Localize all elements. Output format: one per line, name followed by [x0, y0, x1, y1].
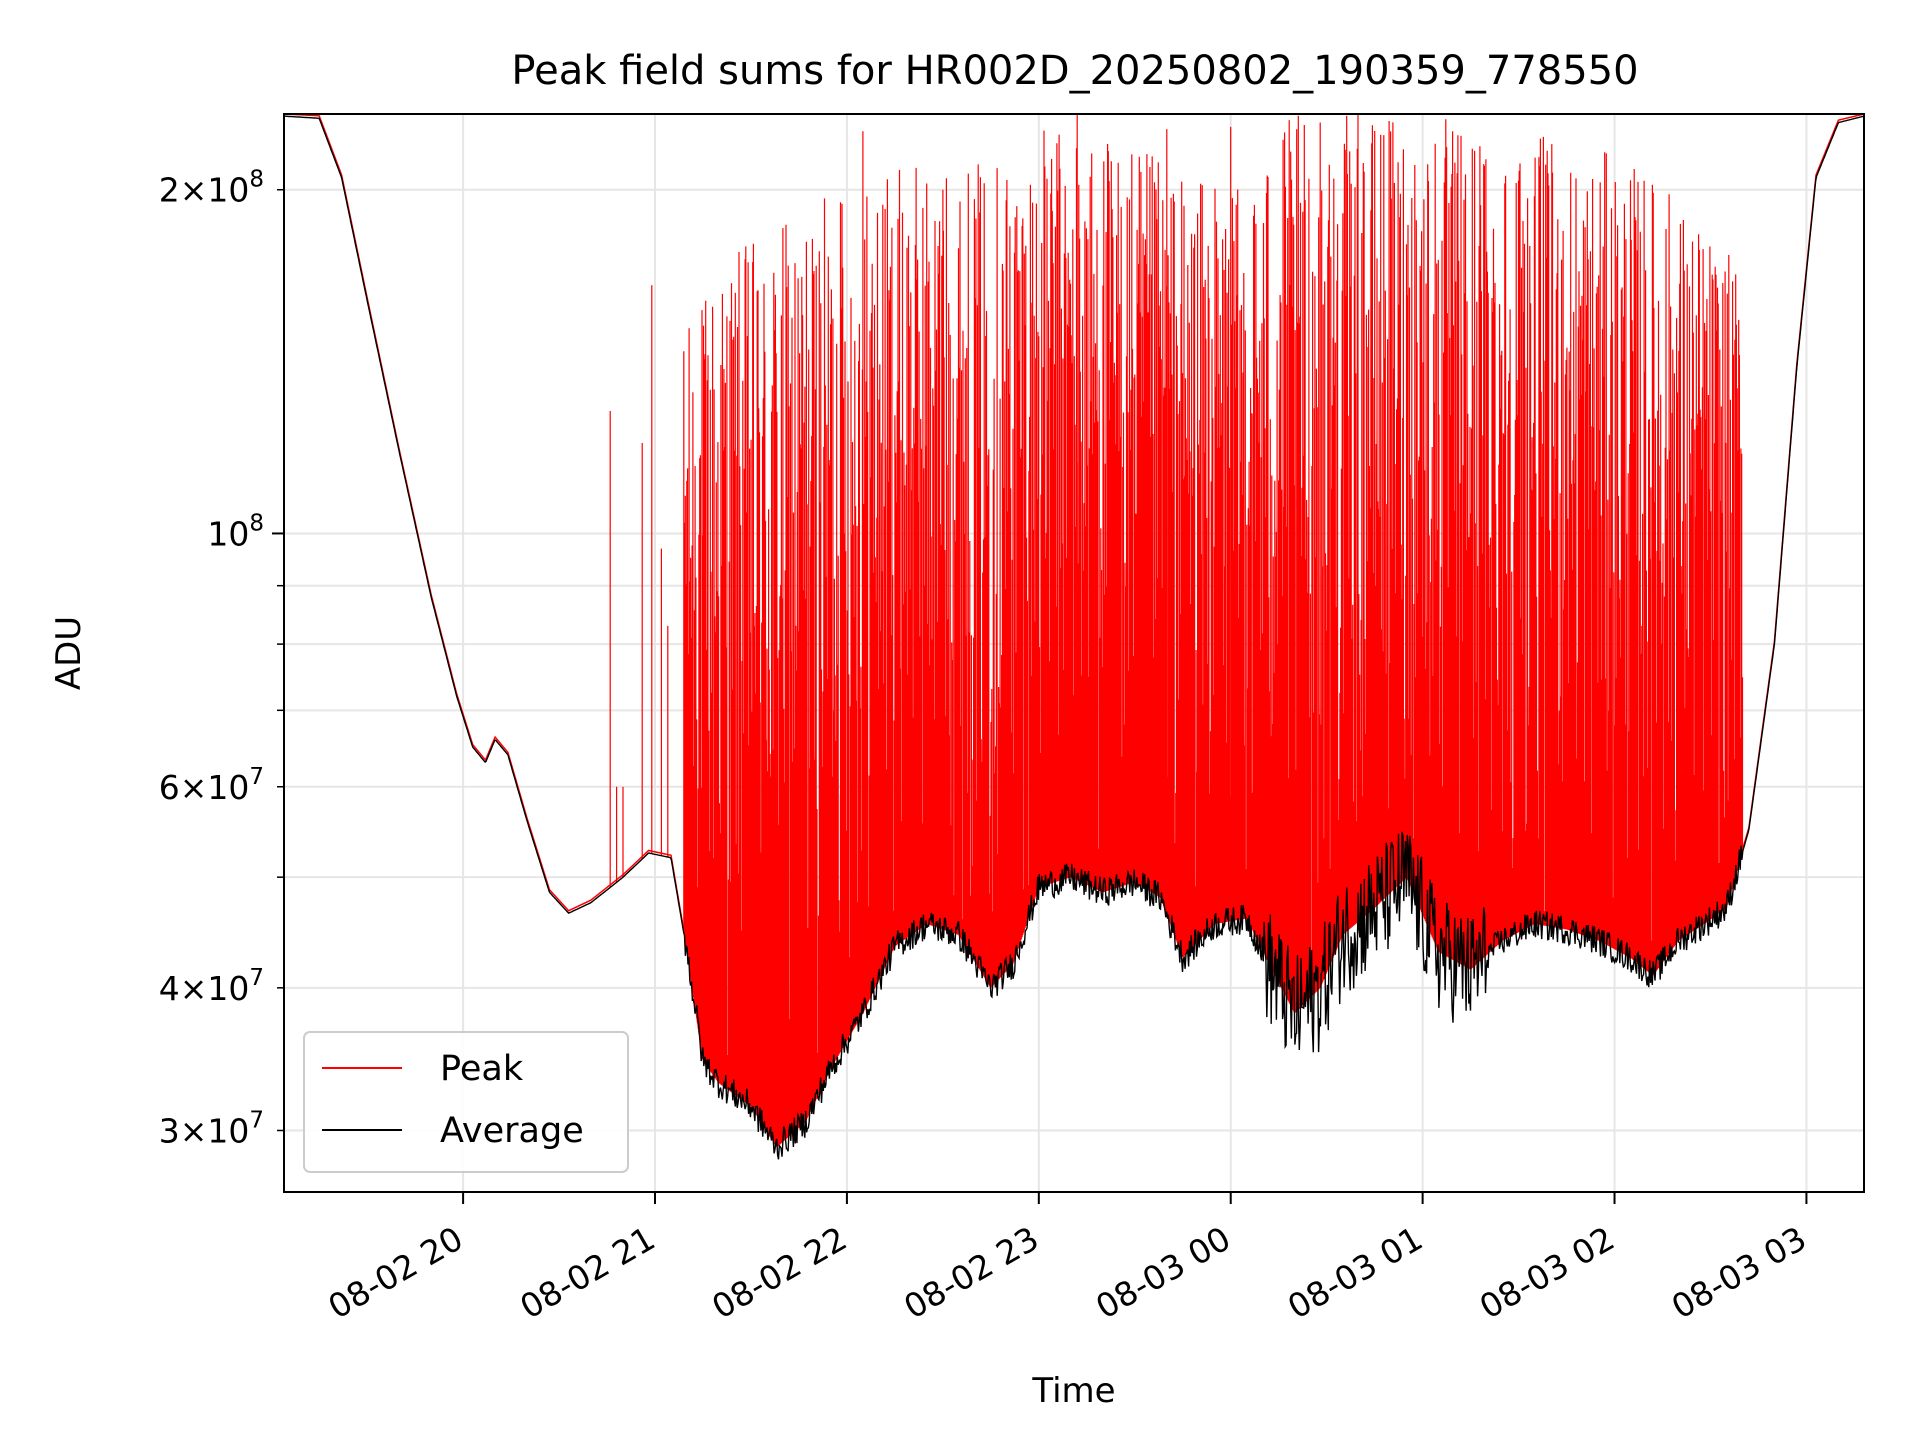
plot-frame	[283, 113, 1865, 1193]
peak-spikes	[609, 114, 1744, 1147]
legend: Peak Average	[303, 1031, 629, 1173]
legend-label-average: Average	[440, 1111, 584, 1151]
y-tick-label: 2×108	[159, 167, 264, 210]
x-axis-label: Time	[1031, 1371, 1115, 1411]
y-tick-label: 4×107	[159, 965, 264, 1008]
y-tick-label: 108	[207, 510, 264, 553]
average-series	[283, 115, 1865, 1160]
y-axis-ticks: 108 3×107 4×107 6×107 2×108	[159, 167, 284, 1150]
average-line	[283, 115, 1865, 1160]
y-tick-label: 6×107	[159, 764, 264, 807]
y-axis-label: ADU	[49, 616, 89, 690]
chart-title: Peak field sums for HR002D_20250802_1903…	[511, 48, 1638, 94]
legend-label-peak: Peak	[440, 1049, 524, 1089]
y-tick-label: 3×107	[159, 1107, 264, 1150]
